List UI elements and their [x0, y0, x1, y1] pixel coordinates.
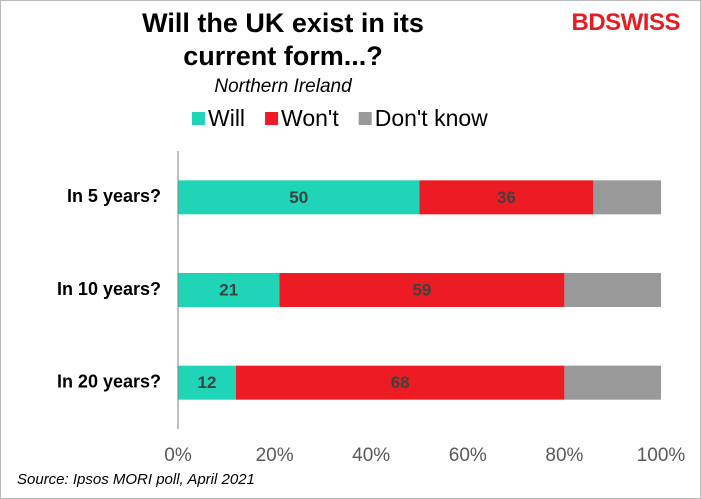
- data-label: 50: [289, 188, 308, 207]
- legend-swatch: [192, 112, 205, 125]
- legend-label: Won't: [281, 105, 339, 131]
- logo: BDSWISS: [571, 9, 680, 36]
- x-tick-label: 100%: [637, 445, 686, 466]
- bar-segment: [564, 365, 661, 400]
- data-label: 12: [198, 373, 217, 392]
- bar-segment: [178, 273, 280, 307]
- data-label: 59: [412, 280, 431, 299]
- y-tick-label: In 10 years?: [57, 279, 161, 299]
- chart-subtitle: Northern Ireland: [214, 76, 353, 97]
- y-tick-label: In 5 years?: [67, 186, 161, 206]
- legend-swatch: [265, 112, 279, 125]
- x-tick-label: 80%: [545, 445, 583, 466]
- bar-segment: [564, 273, 661, 307]
- data-label: 36: [497, 188, 516, 207]
- chart-title: Will the UK exist in its current form...…: [142, 8, 424, 71]
- x-tick-label: 40%: [352, 445, 390, 466]
- bar-segment: [235, 365, 565, 400]
- bar-segment: [593, 180, 661, 215]
- source-note: Source: Ipsos MORI poll, April 2021: [17, 471, 255, 488]
- legend-swatch: [358, 112, 372, 125]
- data-label: 21: [219, 280, 238, 299]
- x-tick-label: 20%: [256, 445, 294, 466]
- x-tick-label: 60%: [449, 445, 487, 466]
- bar-segment: [178, 365, 236, 400]
- legend-label: Will: [208, 105, 245, 131]
- y-tick-label: In 20 years?: [57, 371, 161, 391]
- x-tick-label: 0%: [164, 445, 192, 466]
- data-label: 68: [391, 373, 410, 392]
- legend-label: Don't know: [375, 105, 488, 131]
- bar-segment: [419, 180, 594, 215]
- bar-segment: [178, 180, 420, 215]
- bar-segment: [279, 273, 565, 307]
